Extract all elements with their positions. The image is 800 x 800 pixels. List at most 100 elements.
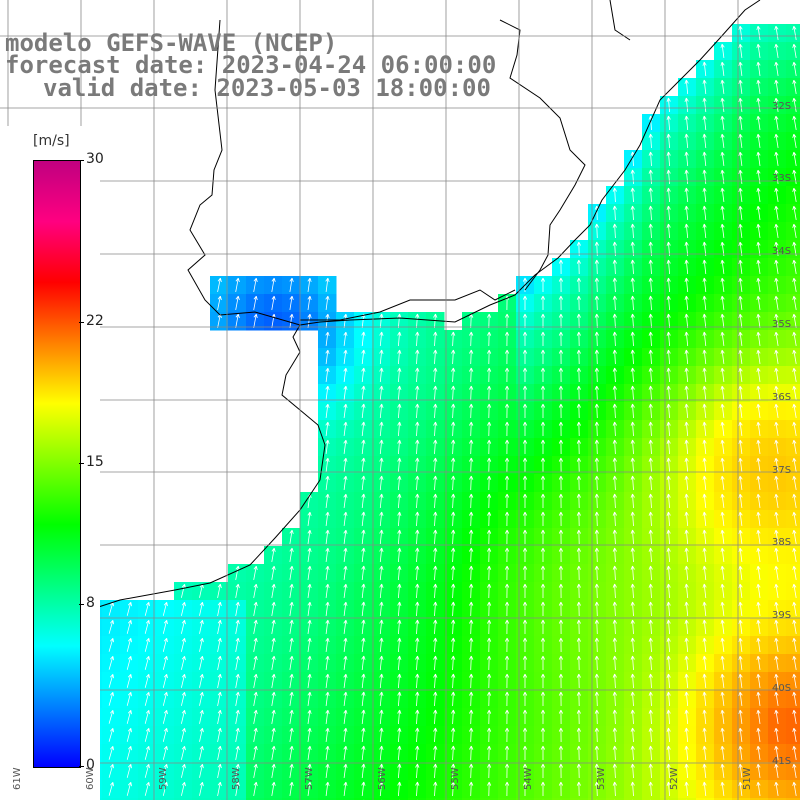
wind-arrow	[397, 565, 402, 581]
wind-arrow	[379, 745, 384, 761]
wind-arrow	[540, 403, 546, 418]
wind-arrow	[361, 709, 366, 725]
wind-arrow	[702, 547, 707, 563]
wind-arrow	[253, 763, 258, 778]
wind-arrow	[162, 745, 168, 760]
wind-arrow	[666, 349, 671, 365]
wind-arrow	[666, 97, 671, 113]
wind-arrow	[144, 781, 150, 796]
wind-arrow	[648, 457, 653, 473]
wind-speed-cell	[786, 96, 800, 115]
wind-arrow	[720, 583, 725, 598]
wind-arrow	[522, 763, 528, 778]
wind-arrow	[397, 493, 402, 509]
wind-arrow	[253, 745, 258, 760]
wind-arrow	[666, 367, 671, 383]
wind-arrow	[199, 619, 204, 634]
wind-arrow	[126, 673, 132, 688]
wind-arrow	[235, 673, 240, 688]
wind-speed-cell	[786, 186, 800, 205]
wind-arrow	[325, 421, 330, 436]
wind-arrow	[433, 529, 438, 545]
wind-arrow	[630, 745, 635, 761]
wind-speed-cell	[786, 690, 800, 709]
wind-arrow	[504, 709, 510, 725]
wind-arrow	[774, 97, 779, 112]
wind-arrow	[433, 655, 438, 671]
wind-arrow	[594, 637, 599, 653]
wind-arrow	[558, 781, 564, 797]
wind-arrow	[558, 727, 564, 743]
wind-arrow	[756, 79, 761, 94]
wind-arrow	[792, 223, 797, 238]
wind-arrow	[576, 529, 581, 545]
wind-speed-cell	[786, 366, 800, 385]
wind-arrow	[451, 403, 456, 419]
wind-arrow	[774, 25, 779, 40]
wind-arrow	[702, 223, 707, 239]
wind-arrow	[558, 583, 564, 599]
wind-arrow	[774, 619, 779, 634]
wind-arrow	[576, 745, 581, 761]
wind-arrow	[451, 439, 456, 455]
wind-arrow	[307, 601, 312, 616]
wind-arrow	[720, 313, 725, 328]
wind-arrow	[433, 691, 438, 707]
wind-arrow	[325, 547, 330, 562]
wind-arrow	[487, 331, 492, 347]
wind-arrow	[720, 691, 725, 706]
wind-arrow	[325, 583, 330, 598]
wind-arrow	[451, 763, 456, 779]
wind-arrow	[792, 673, 797, 688]
wind-arrow	[343, 331, 348, 346]
wind-arrow	[126, 691, 132, 706]
wind-arrow	[756, 43, 761, 58]
wind-arrow	[594, 781, 599, 797]
wind-arrow	[684, 169, 689, 185]
wind-arrow	[594, 709, 599, 725]
wind-arrow	[630, 349, 635, 365]
wind-arrow	[504, 619, 510, 635]
wind-arrow	[558, 565, 564, 581]
wind-arrow	[738, 169, 743, 184]
wind-arrow	[738, 385, 743, 400]
wind-arrow	[415, 313, 420, 329]
wind-speed-cell	[552, 798, 571, 800]
wind-arrow	[307, 547, 312, 562]
wind-arrow	[792, 727, 797, 742]
wind-arrow	[343, 619, 348, 634]
wind-speed-cell	[786, 42, 800, 61]
wind-speed-cell	[138, 798, 157, 800]
wind-arrow	[540, 439, 546, 454]
wind-speed-cell	[786, 564, 800, 583]
wind-arrow	[504, 745, 510, 761]
wind-arrow	[397, 619, 402, 635]
wind-speed-cell	[786, 348, 800, 367]
wind-arrow	[558, 313, 564, 329]
wind-arrow	[702, 259, 707, 275]
wind-arrow	[774, 511, 779, 526]
wind-arrow	[271, 655, 276, 670]
wind-arrow	[756, 169, 761, 184]
wind-arrow	[702, 673, 707, 689]
wind-arrow	[666, 151, 671, 167]
wind-arrow	[756, 547, 761, 562]
wind-arrow	[648, 547, 653, 563]
wind-speed-cell	[372, 798, 391, 800]
wind-speed-cell	[786, 132, 800, 151]
wind-arrow	[612, 457, 617, 473]
wind-arrow	[630, 475, 635, 491]
wind-arrow	[307, 727, 312, 742]
wind-arrow	[738, 79, 743, 94]
wind-arrow	[181, 763, 186, 778]
wind-arrow	[594, 673, 599, 689]
wind-speed-cell	[318, 798, 337, 800]
wind-arrow	[343, 403, 348, 418]
wind-arrow	[235, 637, 240, 652]
wind-arrow	[720, 511, 725, 526]
wind-arrow	[756, 205, 761, 220]
longitude-label: 59W	[158, 767, 169, 790]
wind-arrow	[684, 493, 689, 509]
wind-arrow	[522, 529, 528, 544]
wind-arrow	[343, 709, 348, 724]
